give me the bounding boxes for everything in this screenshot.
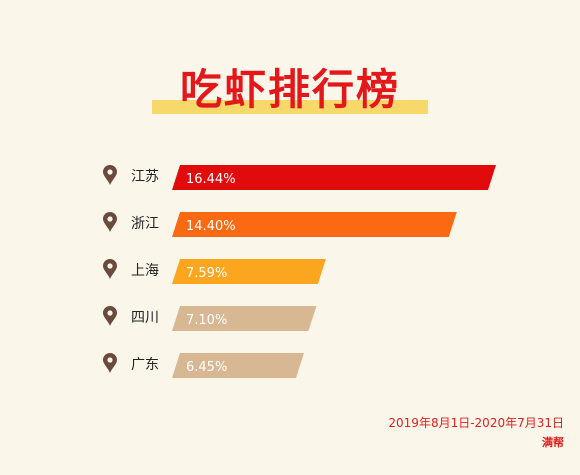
date-range: 2019年8月1日-2020年7月31日 <box>388 416 564 430</box>
location-pin-icon <box>103 165 117 185</box>
location-pin-icon <box>103 306 117 326</box>
bar <box>172 306 317 331</box>
title-underline <box>152 100 428 114</box>
brand-logo: 满帮 <box>542 436 564 449</box>
bar <box>172 353 304 378</box>
bar <box>172 212 457 237</box>
bar <box>172 259 326 284</box>
chart-title: 吃虾排行榜 <box>179 65 400 114</box>
category-label: 上海 <box>131 263 159 279</box>
location-pin-icon <box>103 259 117 279</box>
value-label: 6.45% <box>186 360 227 375</box>
category-label: 四川 <box>131 310 159 326</box>
category-label: 江苏 <box>131 169 159 185</box>
category-label: 浙江 <box>131 216 159 232</box>
value-label: 14.40% <box>186 219 236 234</box>
location-pin-icon <box>103 212 117 232</box>
value-label: 7.59% <box>186 266 227 281</box>
bar <box>172 165 496 190</box>
value-label: 16.44% <box>186 172 236 187</box>
category-label: 广东 <box>131 357 159 373</box>
value-label: 7.10% <box>186 313 227 328</box>
title-block: 吃虾排行榜 <box>152 64 428 116</box>
location-pin-icon <box>103 353 117 373</box>
